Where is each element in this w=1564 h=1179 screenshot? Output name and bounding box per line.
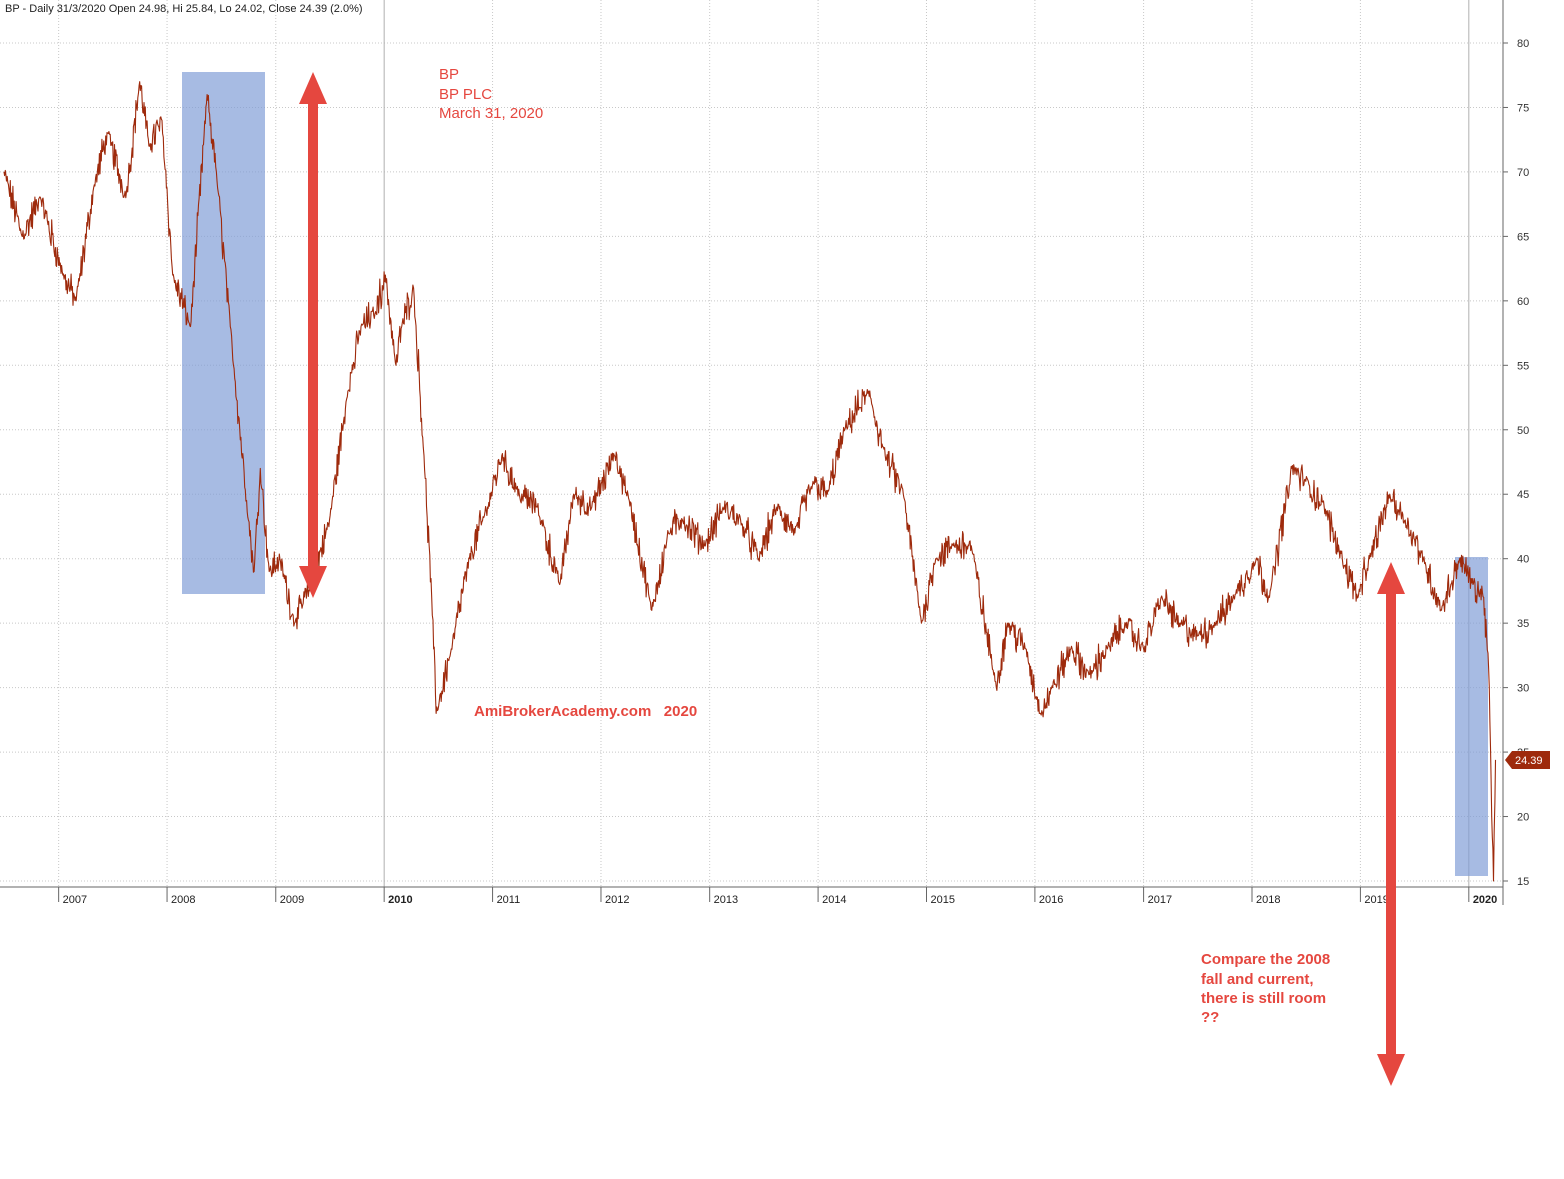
comment-line-1: Compare the 2008 — [1201, 951, 1330, 968]
arrow-2008-shaft — [308, 96, 318, 574]
y-tick-label: 20 — [1517, 812, 1529, 824]
y-tick-label: 50 — [1517, 425, 1529, 437]
annotation-company: BP PLC — [439, 86, 492, 103]
y-tick-label: 55 — [1517, 360, 1529, 372]
last-price-tag — [1505, 750, 1550, 769]
highlight-2008-fall — [182, 72, 265, 594]
x-tick-label: 2009 — [280, 894, 304, 906]
x-tick-label: 2020 — [1473, 894, 1497, 906]
x-tick-label: 2007 — [63, 894, 87, 906]
y-tick-label: 45 — [1517, 489, 1529, 501]
y-tick-label: 65 — [1517, 231, 1529, 243]
arrow-2020-head-down — [1377, 1054, 1405, 1086]
comment-line-3: there is still room — [1201, 990, 1326, 1007]
last-price-label: 24.39 — [1515, 755, 1543, 767]
x-tick-label: 2014 — [822, 894, 846, 906]
arrow-2008-range — [299, 72, 327, 598]
y-tick-label: 75 — [1517, 102, 1529, 114]
price-series — [3, 81, 1497, 882]
x-tick-label: 2018 — [1256, 894, 1280, 906]
highlight-2020-fall — [1455, 557, 1488, 876]
y-tick-label: 15 — [1517, 876, 1529, 888]
y-tick-label: 60 — [1517, 296, 1529, 308]
x-tick-label: 2012 — [605, 894, 629, 906]
annotation-date: March 31, 2020 — [439, 105, 543, 122]
highlight-boxes — [182, 72, 1488, 876]
arrow-2008-head-down — [299, 566, 327, 598]
last-price-marker: 24.39 — [1505, 750, 1550, 769]
y-tick-label: 70 — [1517, 167, 1529, 179]
comment-line-2: fall and current, — [1201, 971, 1314, 988]
y-tick-label: 80 — [1517, 38, 1529, 50]
grid-lines — [0, 0, 1503, 887]
comment-line-4: ?? — [1201, 1009, 1219, 1026]
x-tick-label: 2013 — [714, 894, 738, 906]
x-tick-label: 2019 — [1364, 894, 1388, 906]
price-line — [3, 81, 1497, 882]
arrow-2020-head-up — [1377, 562, 1405, 594]
chart-header: BP - Daily 31/3/2020 Open 24.98, Hi 25.8… — [5, 3, 363, 15]
x-tick-label: 2015 — [930, 894, 954, 906]
x-axis-ticks: 2007 2008 2009 2010 2011 2012 2013 2014 2015 2016… — [58, 887, 1497, 906]
annotation-ticker: BP — [439, 66, 459, 83]
arrow-2020-range — [1377, 562, 1405, 1086]
watermark: AmiBrokerAcademy.com 2020 — [474, 703, 697, 720]
x-tick-label: 2016 — [1039, 894, 1063, 906]
arrow-2020-shaft — [1386, 586, 1396, 1060]
y-tick-label: 40 — [1517, 554, 1529, 566]
x-tick-label: 2008 — [171, 894, 195, 906]
y-tick-label: 35 — [1517, 618, 1529, 630]
x-tick-label: 2011 — [497, 894, 521, 906]
x-tick-label: 2017 — [1148, 894, 1172, 906]
arrow-2008-head-up — [299, 72, 327, 104]
x-tick-label: 2010 — [388, 894, 412, 906]
y-tick-label: 30 — [1517, 683, 1529, 695]
